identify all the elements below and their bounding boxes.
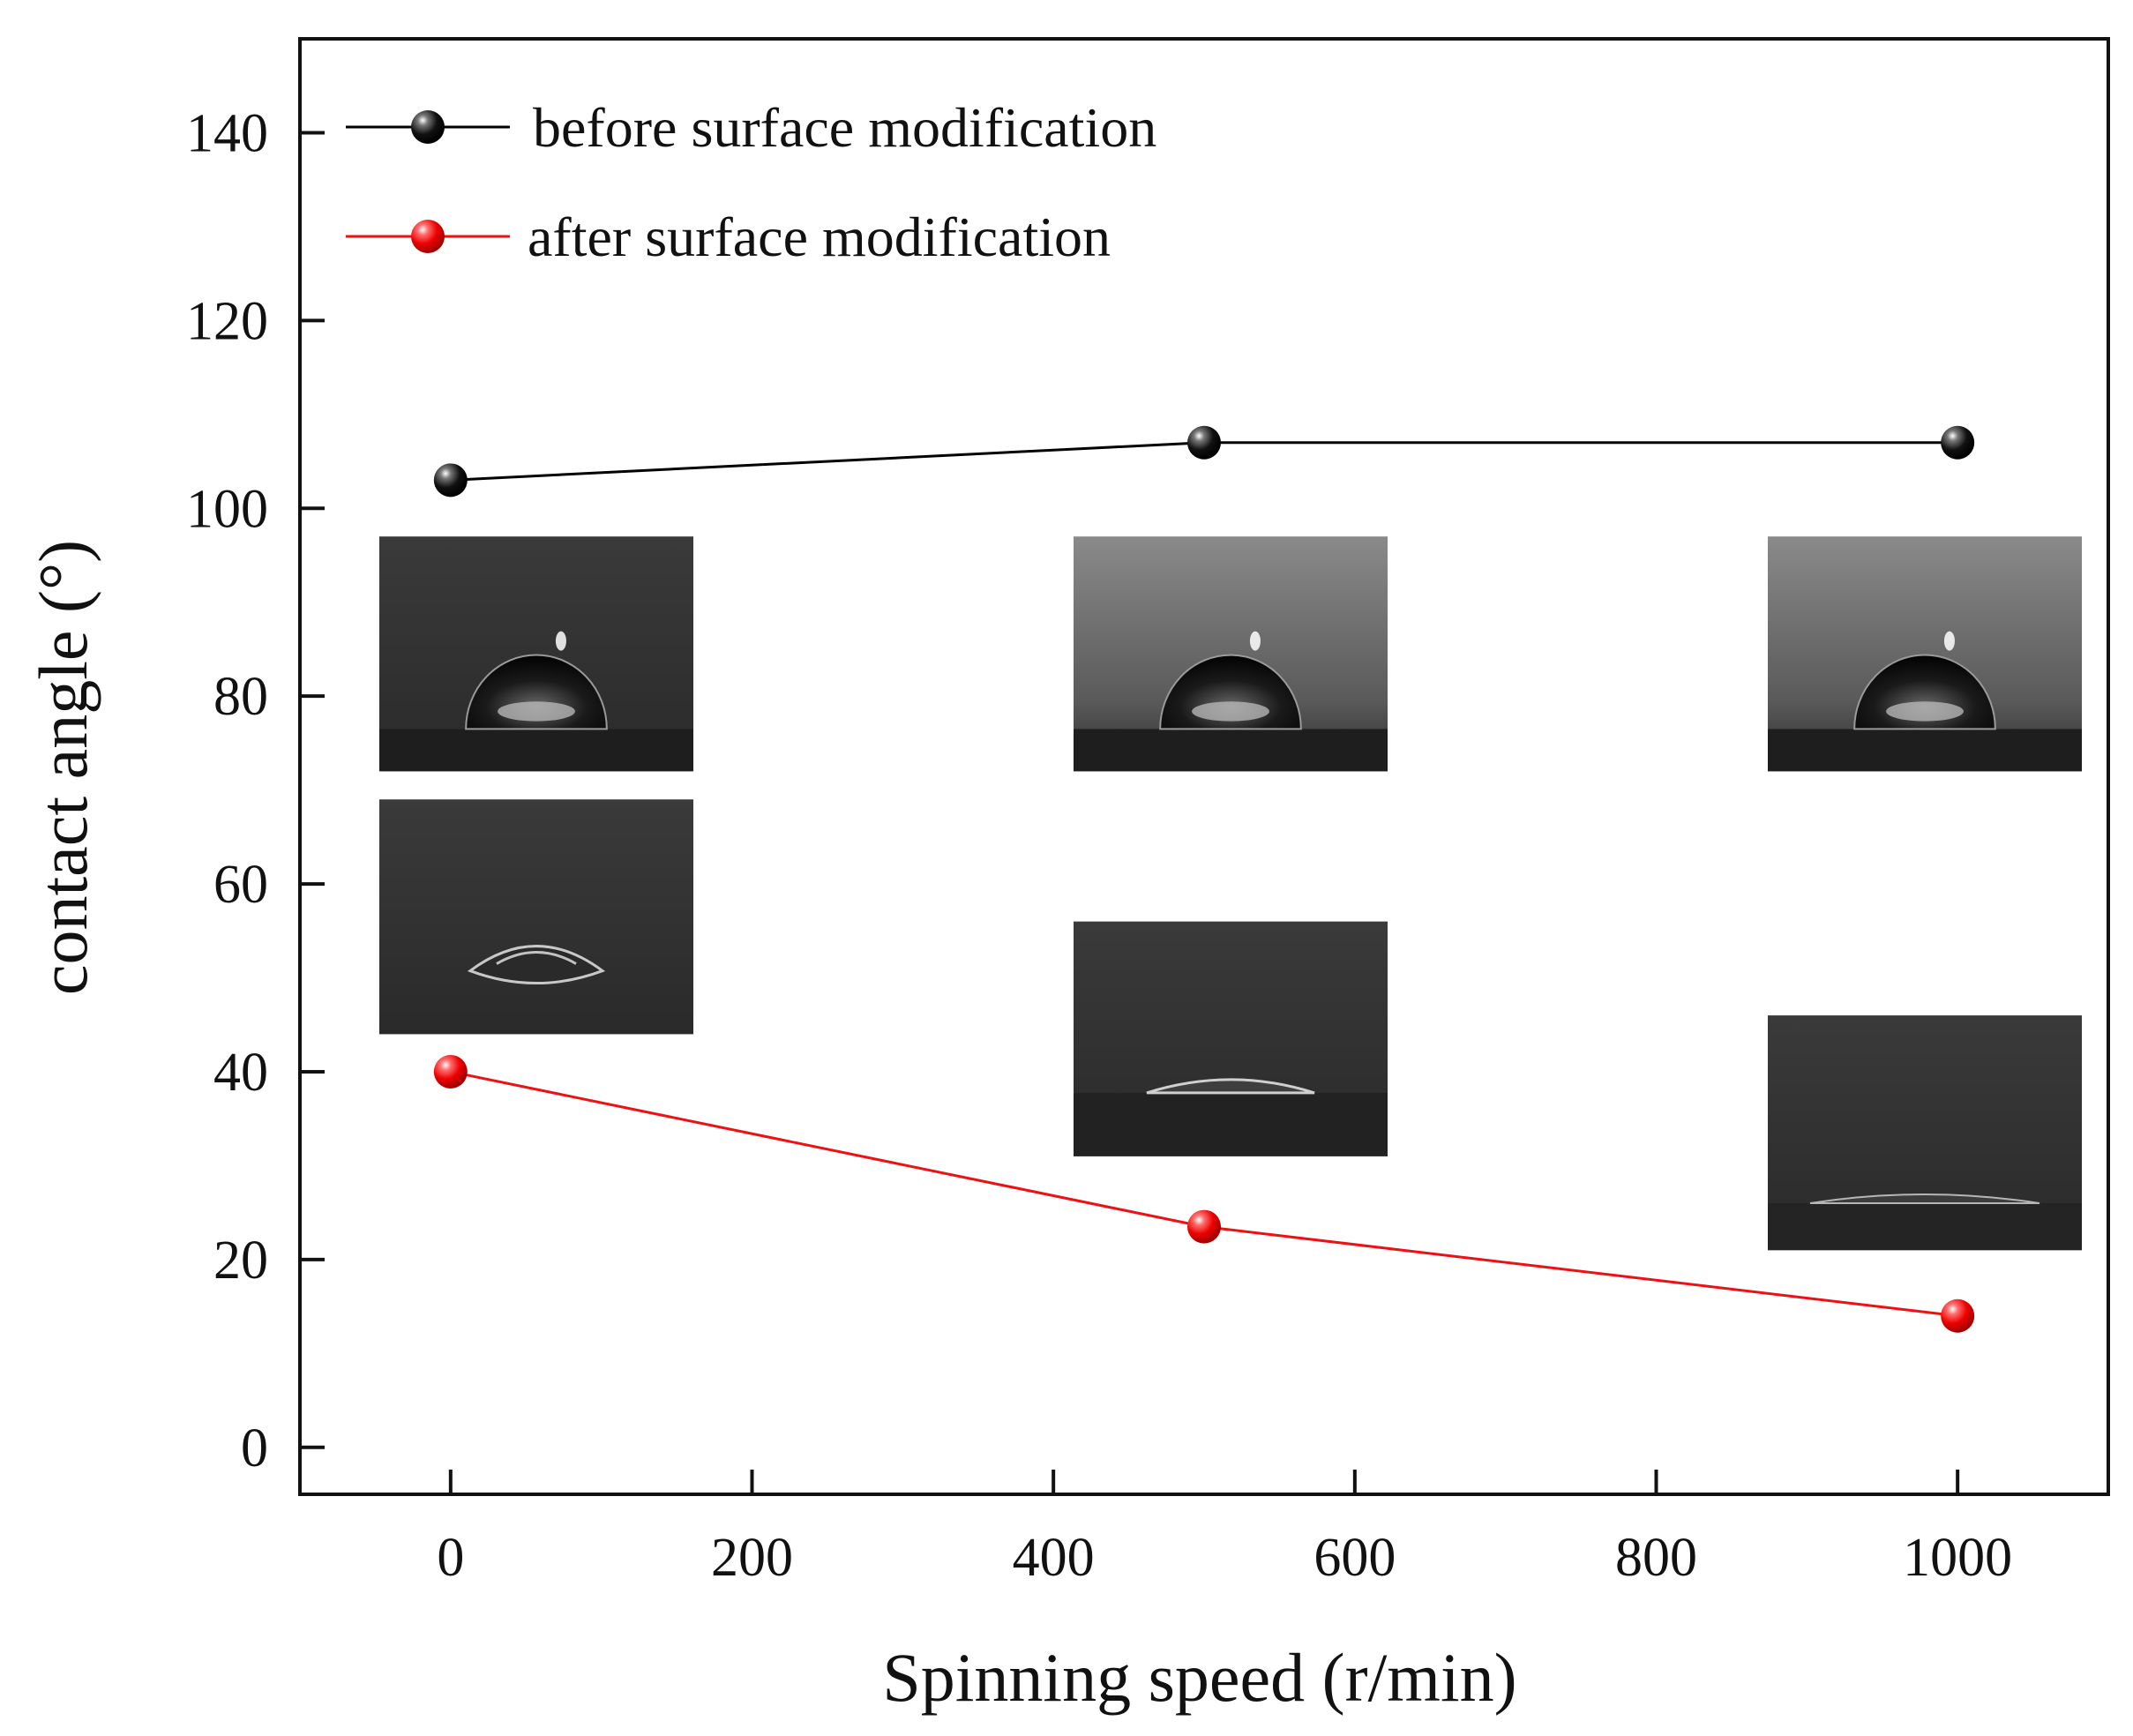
y-axis-title: contact angle (°) [25,540,101,995]
y-tick-label: 140 [186,103,268,163]
data-point [433,463,468,498]
series-markers [433,425,1975,1333]
x-tick-label: 400 [1013,1528,1095,1588]
y-tick-label: 120 [186,291,268,351]
x-tick-label: 800 [1615,1528,1697,1588]
x-tick-label: 1000 [1903,1528,2012,1588]
data-point [1187,425,1221,460]
droplet-photo [1074,921,1388,1156]
legend-label: before surface modification [533,96,1156,159]
x-axis-title: Spinning speed (r/min) [882,1639,1516,1716]
y-tick-label: 0 [241,1418,268,1478]
droplet-photo [1074,536,1388,772]
y-tick-label: 100 [186,479,268,539]
x-tick-label: 0 [437,1528,464,1588]
axis-ticks: 0 200 400 600 800 1000 0 20 40 60 80 100 120 140 [186,103,2012,1588]
y-tick-label: 40 [213,1043,268,1103]
data-point [1941,425,1975,460]
y-tick-label: 20 [213,1231,268,1291]
data-point [1941,1298,1975,1333]
y-tick-label: 80 [213,667,268,727]
x-tick-label: 600 [1313,1528,1396,1588]
y-tick-label: 60 [213,855,268,915]
droplet-photo [379,799,693,1035]
droplet-photo [1768,1015,2082,1251]
plot-frame [298,37,2110,1496]
droplet-photo [1768,536,2082,772]
legend-marker [411,220,445,253]
inset-photos [379,536,2082,1251]
data-point [433,1054,468,1089]
legend-marker [411,110,445,144]
legend-label: after surface modification [528,206,1111,268]
data-point [1187,1209,1221,1244]
x-tick-label: 200 [711,1528,793,1588]
legend: before surface modification after surface… [346,96,1156,268]
droplet-photo [379,536,693,772]
